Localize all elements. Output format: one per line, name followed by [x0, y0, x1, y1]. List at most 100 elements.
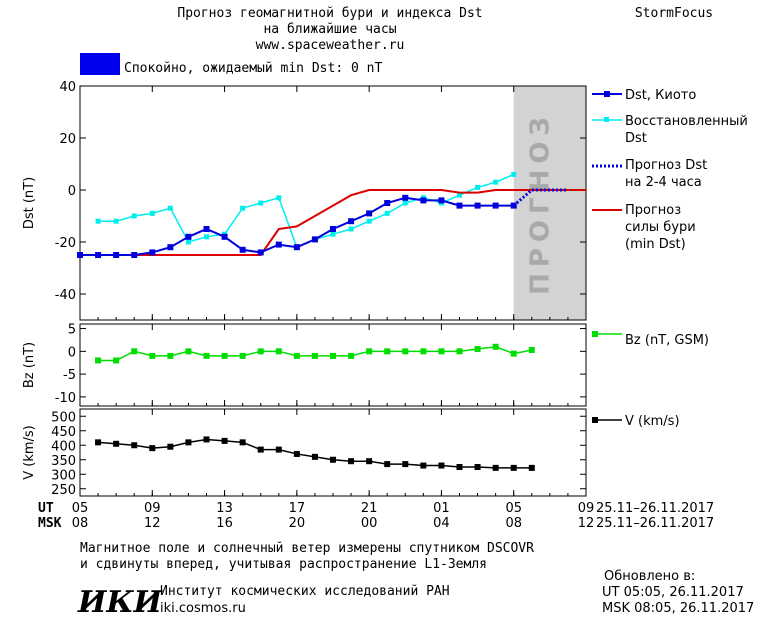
ut-tick-label: 01	[433, 501, 450, 516]
dst-kyoto-point	[293, 244, 300, 251]
bz-point	[149, 352, 156, 359]
v-point	[492, 464, 499, 471]
v-point	[131, 442, 138, 449]
dst-restored-point	[402, 200, 408, 206]
dst-kyoto-point	[275, 241, 282, 248]
footer-note-1: Магнитное поле и солнечный ветер измерен…	[80, 541, 534, 556]
dst-kyoto-point	[131, 252, 138, 258]
v-point	[239, 439, 246, 446]
bz-point	[203, 352, 210, 359]
dst-kyoto-point	[456, 202, 463, 209]
bz-ytick-label: 5	[68, 323, 76, 338]
dst-restored-line	[98, 173, 515, 249]
v-ytick-label: 500	[51, 410, 76, 425]
v-point	[185, 439, 192, 446]
bz-point	[492, 343, 499, 350]
legend-dst-kyoto: Dst, Киото	[625, 88, 696, 103]
v-point	[402, 461, 409, 468]
dst-kyoto-point	[221, 233, 228, 240]
bz-point	[384, 348, 391, 355]
bz-ytick-label: 0	[68, 345, 76, 360]
v-point	[293, 450, 300, 457]
dst-restored-point	[276, 195, 282, 201]
dst-kyoto-point	[203, 226, 210, 232]
dst-restored-point	[384, 210, 390, 216]
legend-dst-forecast-2: на 2-4 часа	[625, 175, 702, 190]
dst-kyoto-point	[402, 194, 409, 201]
status-indicator	[80, 53, 120, 75]
bz-point	[510, 350, 517, 357]
bz-point	[95, 357, 102, 364]
legend-dst-restored-1: Восстановленный	[625, 114, 748, 129]
bz-point	[528, 346, 535, 353]
dst-kyoto-point	[420, 197, 427, 204]
updated-ut: UT 05:05, 26.11.2017	[602, 585, 744, 600]
bz-point	[257, 348, 264, 355]
updated-msk: MSK 08:05, 26.11.2017	[602, 601, 754, 616]
msk-tick-label: 08	[72, 516, 89, 531]
dst-ylabel: Dst (nT)	[22, 177, 37, 229]
chart-legend: Dst, Киото Восстановленный Dst Прогноз D…	[592, 88, 748, 429]
dst-restored-point	[457, 192, 462, 198]
v-point	[384, 461, 391, 468]
bz-point	[348, 352, 355, 359]
footer-note-2: и сдвинуты вперед, учитывая распростране…	[80, 557, 487, 572]
dst-kyoto-point	[167, 244, 174, 251]
ut-date-range: 25.11–26.11.2017	[596, 501, 714, 516]
forecast-band	[513, 86, 586, 320]
legend-v-marker	[592, 417, 598, 423]
bz-point	[293, 352, 300, 359]
dst-forecast-line	[512, 188, 568, 207]
bz-point	[131, 348, 138, 355]
dst-restored-point	[348, 226, 354, 232]
msk-axis-label: MSK	[38, 516, 62, 531]
bz-point	[221, 352, 228, 359]
legend-storm-1: Прогноз	[625, 203, 681, 218]
forecast-watermark: ПРОГНОЗ	[526, 111, 556, 295]
msk-tick-label: 16	[216, 516, 233, 531]
ut-tick-label: 17	[289, 501, 306, 516]
v-point	[348, 458, 355, 465]
dst-ytick-label: -20	[55, 236, 76, 251]
bz-ytick-label: -5	[63, 368, 76, 383]
msk-tick-label: 12	[578, 516, 595, 531]
v-frame	[79, 408, 587, 497]
bz-ylabel: Bz (nT)	[22, 342, 37, 388]
v-point	[167, 443, 174, 450]
status-text: Спокойно, ожидаемый min Dst: 0 nT	[124, 61, 382, 76]
dst-restored-point	[167, 205, 173, 211]
ut-axis-label: UT	[38, 501, 54, 516]
ut-tick-label: 05	[72, 501, 89, 516]
bz-point	[438, 348, 445, 355]
institute-site[interactable]: iki.cosmos.ru	[160, 601, 246, 616]
v-point	[221, 437, 228, 444]
msk-tick-label: 00	[361, 516, 378, 531]
bz-point	[474, 346, 481, 353]
dst-ytick-label: 20	[59, 132, 76, 147]
ut-tick-label: 09	[578, 501, 595, 516]
dst-kyoto-point	[366, 210, 373, 217]
chart-title: Прогноз геомагнитной бури и индекса Dst	[177, 6, 482, 21]
chart-subtitle: на ближайшие часы	[263, 22, 396, 37]
dst-restored-point	[131, 213, 137, 219]
dst-kyoto-point	[492, 202, 499, 209]
msk-tick-label: 04	[433, 516, 450, 531]
v-ytick-label: 350	[51, 454, 76, 469]
dst-kyoto-point	[330, 226, 336, 232]
institute-name: Институт космических исследований РАН	[160, 584, 450, 599]
v-point	[95, 439, 102, 446]
v-point	[330, 456, 336, 463]
dst-ytick-label: -40	[55, 288, 76, 303]
legend-dst-restored-marker	[604, 117, 609, 122]
dst-restored-point	[149, 210, 155, 216]
dst-kyoto-point	[239, 246, 246, 253]
site-url[interactable]: www.spaceweather.ru	[256, 38, 405, 53]
msk-tick-label: 20	[289, 516, 306, 531]
dst-restored-point	[95, 218, 101, 224]
dst-kyoto-point	[185, 233, 192, 240]
v-point	[438, 462, 445, 469]
bz-ytick-label: -10	[55, 391, 76, 406]
dst-restored-point	[204, 234, 209, 240]
dst-kyoto-point	[438, 197, 445, 204]
